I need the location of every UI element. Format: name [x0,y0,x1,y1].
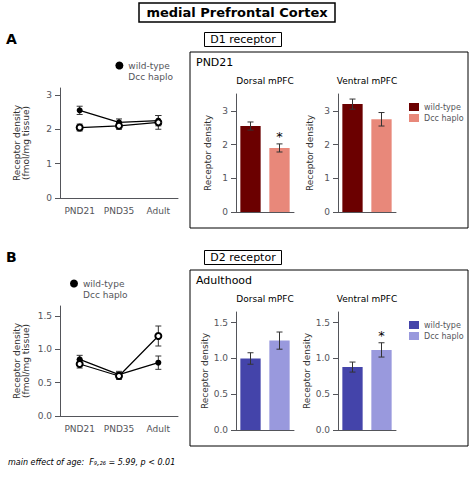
svg-text:Adulthood: Adulthood [196,274,252,287]
svg-text:medial Prefrontal Cortex: medial Prefrontal Cortex [146,5,328,20]
svg-text:0: 0 [222,207,228,217]
svg-text:0.5: 0.5 [38,378,52,388]
svg-text:2: 2 [46,124,52,134]
svg-text:Receptor density: Receptor density [305,114,315,191]
svg-text:1: 1 [46,159,52,169]
svg-text:2: 2 [324,140,330,150]
svg-text:PND21: PND21 [196,56,233,69]
svg-text:0.5: 0.5 [214,389,228,399]
svg-text:D2 receptor: D2 receptor [210,251,276,264]
svg-text:1.0: 1.0 [214,353,229,363]
svg-text:main effect of age: F₉,₂₆ = 5: main effect of age: F₉,₂₆ = 5.99, p < 0.… [8,458,175,467]
svg-text:3: 3 [46,90,52,100]
svg-text:1: 1 [222,173,228,183]
svg-text:1.5: 1.5 [214,318,228,328]
svg-text:1.5: 1.5 [316,318,330,328]
svg-text:*: * [276,129,283,144]
svg-text:1.0: 1.0 [38,344,53,354]
svg-text:wild-type: wild-type [424,321,461,330]
svg-text:0: 0 [324,207,330,217]
svg-text:0.0: 0.0 [214,425,229,435]
svg-text:PND21: PND21 [64,424,95,434]
svg-text:0.0: 0.0 [316,425,331,435]
svg-text:(fmol/mg tissue): (fmol/mg tissue) [21,324,31,398]
svg-text:1.5: 1.5 [38,311,52,321]
svg-text:3: 3 [222,106,228,116]
svg-text:PND35: PND35 [104,206,135,216]
svg-text:PND21: PND21 [64,206,95,216]
svg-text:Dcc haplo: Dcc haplo [424,114,464,123]
svg-text:Dcc haplo: Dcc haplo [128,72,173,82]
svg-text:A: A [6,31,17,47]
svg-text:0.0: 0.0 [38,411,53,421]
svg-text:Adult: Adult [147,424,171,434]
svg-text:Dorsal mPFC: Dorsal mPFC [236,294,293,304]
svg-text:wild-type: wild-type [424,103,461,112]
svg-text:Receptor density: Receptor density [302,332,312,409]
svg-text:0: 0 [46,193,52,203]
svg-text:1.0: 1.0 [316,353,331,363]
svg-text:Dcc haplo: Dcc haplo [83,290,128,300]
svg-text:Ventral mPFC: Ventral mPFC [337,294,397,304]
svg-text:(fmol/mg tissue): (fmol/mg tissue) [21,106,31,180]
svg-text:0.5: 0.5 [316,389,330,399]
svg-text:B: B [6,249,17,265]
svg-text:1: 1 [324,173,330,183]
svg-text:Dcc haplo: Dcc haplo [424,332,464,341]
svg-text:2: 2 [222,140,228,150]
svg-text:3: 3 [324,106,330,116]
svg-text:*: * [378,328,385,343]
svg-text:Dorsal mPFC: Dorsal mPFC [236,76,293,86]
svg-text:Receptor density: Receptor density [200,332,210,409]
svg-text:Receptor density: Receptor density [203,114,213,191]
svg-text:Receptor density: Receptor density [11,104,22,182]
svg-text:wild-type: wild-type [128,61,170,71]
svg-text:Ventral mPFC: Ventral mPFC [337,76,397,86]
svg-text:Adult: Adult [147,206,171,216]
svg-text:Receptor density: Receptor density [11,322,22,400]
svg-text:D1 receptor: D1 receptor [210,33,276,46]
svg-text:PND35: PND35 [104,424,135,434]
svg-text:wild-type: wild-type [83,279,125,289]
